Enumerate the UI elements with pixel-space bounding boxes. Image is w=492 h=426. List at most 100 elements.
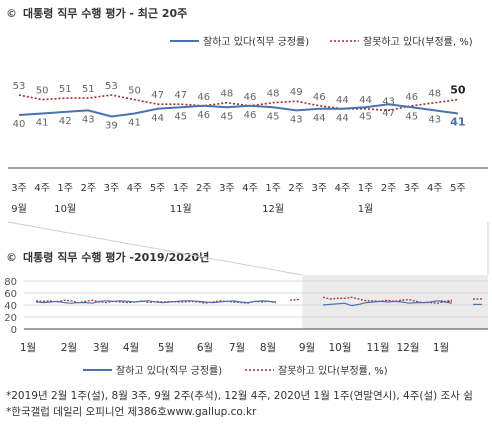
top-positive-label: 45 — [267, 111, 280, 122]
bottom-x-tick: 2월 — [61, 342, 77, 354]
top-positive-label: 45 — [221, 111, 234, 122]
bottom-positive-line — [322, 300, 453, 307]
bottom-x-tick: 10월 — [328, 342, 351, 354]
top-negative-label: 51 — [59, 84, 72, 95]
bottom-x-tick: 7월 — [229, 342, 245, 354]
top-positive-label: 40 — [13, 119, 26, 130]
bottom-x-tick: 12월 — [396, 342, 419, 354]
top-x-tick-week: 1주 — [265, 183, 281, 194]
top-x-tick-week: 4주 — [427, 183, 443, 194]
top-positive-label: 43 — [428, 114, 441, 125]
bottom-chart-title: © 대통령 직무 수행 평가 -2019/2020년 — [6, 249, 209, 265]
bottom-x-tick: 1월 — [433, 342, 449, 354]
bottom-y-tick: 80 — [4, 277, 17, 288]
top-negative-label: 50 — [36, 86, 49, 97]
bottom-x-tick: 6월 — [197, 342, 213, 354]
top-negative-label: 46 — [244, 92, 257, 103]
top-negative-label: 46 — [405, 92, 418, 103]
top-x-tick-week: 4주 — [34, 183, 50, 194]
bottom-x-tick: 5월 — [158, 342, 174, 354]
top-negative-label: 46 — [197, 92, 210, 103]
top-x-tick-week: 1주 — [358, 183, 374, 194]
top-negative-label: 44 — [336, 95, 349, 106]
bottom-x-tick: 4월 — [123, 342, 139, 354]
top-x-tick-week: 2주 — [288, 183, 304, 194]
top-positive-label: 45 — [405, 111, 418, 122]
bottom-legend-positive-label: 잘하고 있다(직무 긍정률) — [116, 364, 222, 377]
top-x-tick-week: 4주 — [127, 183, 143, 194]
connector-left — [7, 221, 303, 276]
top-title-marker: © — [6, 7, 17, 20]
legend-positive-label: 잘하고 있다(직무 긍정률) — [203, 35, 309, 48]
top-negative-label: 48 — [267, 89, 280, 100]
top-positive-label: 44 — [151, 113, 164, 124]
top-chart-title: © 대통령 직무 수행 평가 - 최근 20주 — [6, 5, 187, 21]
top-x-tick-week: 1주 — [57, 183, 73, 194]
top-negative-label: 46 — [313, 92, 326, 103]
bottom-x-tick: 3월 — [93, 342, 109, 354]
top-x-tick-month: 1월 — [358, 203, 374, 215]
top-x-tick-week: 3주 — [11, 183, 27, 194]
legend-negative-label: 잘못하고 있다(부정률, %) — [363, 35, 473, 48]
top-negative-label: 50 — [450, 84, 466, 97]
top-positive-label: 41 — [128, 117, 141, 128]
footnote-1: *2019년 2월 1주(설), 8월 3주, 9월 2주(추석), 12월 4… — [6, 390, 473, 402]
top-negative-label: 43 — [382, 96, 395, 107]
top-positive-label: 42 — [59, 116, 72, 127]
top-x-tick-week: 4주 — [242, 183, 258, 194]
top-positive-label: 41 — [450, 115, 465, 128]
top-x-tick-week: 1주 — [173, 183, 189, 194]
top-positive-label: 41 — [36, 117, 49, 128]
top-negative-label: 50 — [128, 86, 141, 97]
top-x-tick-week: 3주 — [312, 183, 328, 194]
top-x-tick-week: 3주 — [404, 183, 420, 194]
top-negative-label: 53 — [105, 81, 118, 92]
top-positive-line — [18, 103, 459, 118]
top-positive-label: 47 — [382, 108, 395, 119]
bottom-x-tick: 11월 — [366, 342, 389, 354]
top-x-tick-week: 4주 — [335, 183, 351, 194]
top-negative-label: 51 — [82, 84, 95, 95]
top-x-tick-week: 5주 — [150, 183, 166, 194]
top-negative-label: 49 — [290, 87, 303, 98]
bottom-x-tick: 1월 — [20, 342, 36, 354]
top-negative-label: 53 — [13, 81, 26, 92]
bottom-x-tick: 8월 — [260, 342, 276, 354]
top-x-tick-month: 11월 — [170, 203, 192, 215]
top-x-tick-week: 3주 — [219, 183, 235, 194]
footnote-2: *한국갤럽 데일리 오피니언 제386호www.gallup.co.kr — [6, 406, 257, 418]
top-positive-label: 44 — [313, 113, 326, 124]
top-positive-label: 46 — [197, 110, 210, 121]
top-positive-label: 45 — [359, 111, 372, 122]
top-negative-label: 47 — [151, 90, 164, 101]
bottom-y-tick: 20 — [4, 313, 17, 324]
bottom-y-tick: 0 — [11, 325, 17, 336]
top-negative-label: 48 — [221, 89, 234, 100]
bottom-y-tick: 40 — [4, 301, 17, 312]
top-x-tick-month: 12월 — [262, 203, 284, 215]
top-x-tick-week: 3주 — [104, 183, 120, 194]
top-negative-label: 48 — [428, 89, 441, 100]
bottom-title-marker: © — [6, 251, 17, 264]
bottom-legend-negative-label: 잘못하고 있다(부정률, %) — [278, 364, 388, 377]
footnotes: *2019년 2월 1주(설), 8월 3주, 9월 2주(추석), 12월 4… — [6, 388, 473, 420]
top-x-tick-week: 2주 — [381, 183, 397, 194]
top-positive-label: 43 — [82, 114, 95, 125]
top-negative-line — [18, 94, 459, 112]
top-positive-label: 45 — [174, 111, 187, 122]
top-positive-label: 44 — [336, 113, 349, 124]
bottom-title-text: 대통령 직무 수행 평가 -2019/2020년 — [23, 251, 210, 264]
top-positive-label: 43 — [290, 114, 303, 125]
top-x-tick-month: 9월 — [11, 203, 27, 215]
top-x-tick-week: 2주 — [196, 183, 212, 194]
top-x-tick-month: 10월 — [54, 203, 76, 215]
bottom-y-tick: 60 — [4, 289, 17, 300]
bottom-x-tick: 9월 — [299, 342, 315, 354]
top-x-tick-week: 5주 — [450, 183, 466, 194]
top-positive-label: 46 — [244, 110, 257, 121]
top-negative-label: 47 — [174, 90, 187, 101]
top-positive-label: 39 — [105, 121, 118, 132]
top-title-text: 대통령 직무 수행 평가 - 최근 20주 — [23, 7, 188, 20]
top-x-tick-week: 2주 — [81, 183, 97, 194]
bottom-positive-line — [35, 300, 277, 304]
